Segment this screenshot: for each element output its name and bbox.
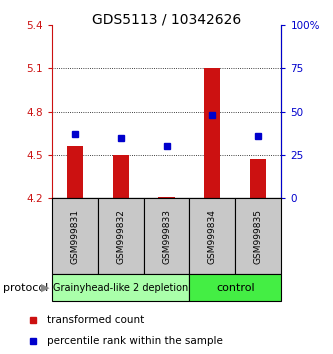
Bar [52,274,189,301]
Text: GDS5113 / 10342626: GDS5113 / 10342626 [92,12,241,27]
Text: protocol: protocol [3,282,49,293]
Bar [113,155,129,198]
Bar [98,198,144,274]
Text: transformed count: transformed count [47,315,145,325]
Text: GSM999832: GSM999832 [116,209,125,264]
Text: Grainyhead-like 2 depletion: Grainyhead-like 2 depletion [53,282,188,293]
Text: ▶: ▶ [41,282,49,293]
Bar [235,198,281,274]
Text: GSM999834: GSM999834 [208,209,217,264]
Bar [159,197,174,198]
Bar [52,198,98,274]
Text: control: control [216,282,255,293]
Text: GSM999833: GSM999833 [162,209,171,264]
Bar [189,198,235,274]
Bar [67,146,83,198]
Text: percentile rank within the sample: percentile rank within the sample [47,336,223,346]
Text: GSM999835: GSM999835 [254,209,263,264]
Text: GSM999831: GSM999831 [70,209,79,264]
Bar [189,274,281,301]
Bar [204,68,220,198]
Bar [144,198,189,274]
Bar [250,159,266,198]
